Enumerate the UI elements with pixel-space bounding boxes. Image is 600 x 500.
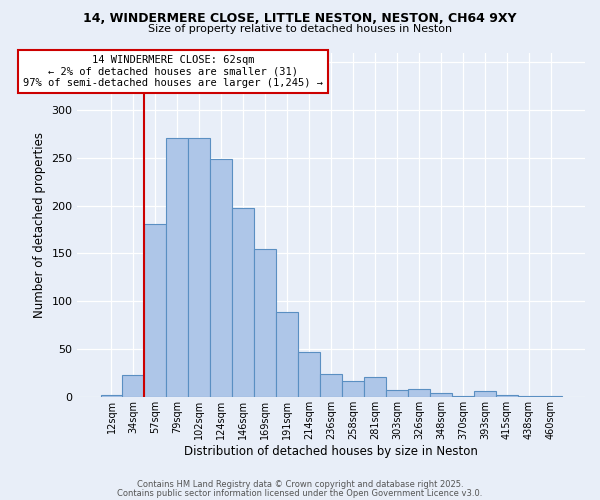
Y-axis label: Number of detached properties: Number of detached properties (33, 132, 46, 318)
Bar (386, 390, 408, 397)
Bar (474, 391, 496, 397)
Bar (122, 375, 145, 397)
Bar (320, 374, 342, 397)
Text: Size of property relative to detached houses in Neston: Size of property relative to detached ho… (148, 24, 452, 34)
Bar (232, 208, 254, 397)
Bar (276, 312, 298, 397)
Bar (342, 382, 364, 397)
Bar (145, 224, 166, 397)
Bar (364, 376, 386, 397)
Bar (166, 138, 188, 397)
Text: 14 WINDERMERE CLOSE: 62sqm
← 2% of detached houses are smaller (31)
97% of semi-: 14 WINDERMERE CLOSE: 62sqm ← 2% of detac… (23, 55, 323, 88)
Bar (518, 396, 540, 397)
Bar (211, 158, 232, 397)
Bar (496, 395, 518, 397)
X-axis label: Distribution of detached houses by size in Neston: Distribution of detached houses by size … (184, 444, 478, 458)
Bar (452, 396, 474, 397)
Bar (254, 248, 276, 397)
Bar (298, 352, 320, 397)
Text: 14, WINDERMERE CLOSE, LITTLE NESTON, NESTON, CH64 9XY: 14, WINDERMERE CLOSE, LITTLE NESTON, NES… (83, 12, 517, 26)
Bar (188, 138, 211, 397)
Text: Contains public sector information licensed under the Open Government Licence v3: Contains public sector information licen… (118, 490, 482, 498)
Bar (430, 393, 452, 397)
Bar (540, 396, 562, 397)
Bar (101, 395, 122, 397)
Bar (408, 389, 430, 397)
Text: Contains HM Land Registry data © Crown copyright and database right 2025.: Contains HM Land Registry data © Crown c… (137, 480, 463, 489)
